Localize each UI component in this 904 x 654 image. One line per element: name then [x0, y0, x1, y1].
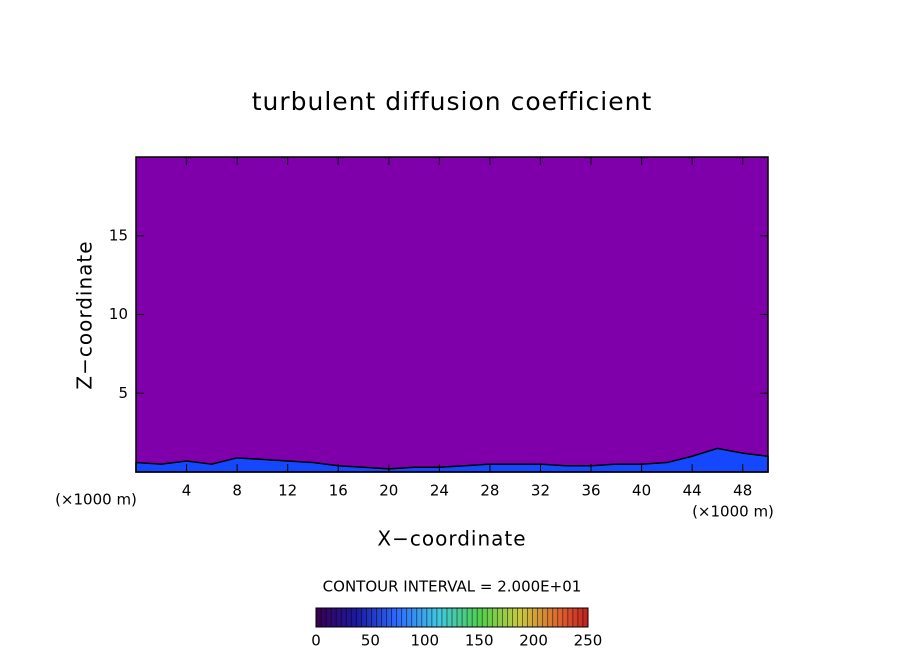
chart-title: turbulent diffusion coefficient	[252, 87, 653, 116]
x-tick-label: 20	[379, 482, 398, 500]
y-tick-label: 10	[109, 305, 128, 323]
colorbar-tick-label: 150	[465, 632, 494, 650]
x-tick-label: 8	[232, 482, 242, 500]
contour-background	[136, 157, 768, 472]
colorbar-tick-label: 250	[574, 632, 603, 650]
x-tick-label: 40	[632, 482, 651, 500]
contour-layer	[135, 447, 769, 473]
y-tick-label: 15	[109, 226, 128, 244]
x-tick-label: 44	[683, 482, 702, 500]
x-tick-label: 48	[733, 482, 752, 500]
colorbar-tick-label: 100	[410, 632, 439, 650]
y-axis-title: Z−coordinate	[73, 240, 97, 389]
x-tick-label: 36	[581, 482, 600, 500]
x-tick-label: 32	[531, 482, 550, 500]
x-tick-label: 12	[278, 482, 297, 500]
colorbar-tick-label: 0	[311, 632, 321, 650]
x-tick-label: 4	[182, 482, 192, 500]
y-tick-label: 5	[118, 384, 128, 402]
colorbar-tick-label: 200	[519, 632, 548, 650]
x-axis-title: X−coordinate	[377, 527, 526, 551]
x-tick-label: 16	[329, 482, 348, 500]
contour-interval: CONTOUR INTERVAL = 2.000E+01	[323, 578, 582, 596]
x-tick-label: 24	[430, 482, 449, 500]
x-unit-label: (×1000 m)	[692, 503, 774, 521]
x-tick-label: 28	[480, 482, 499, 500]
colorbar-tick-label: 50	[361, 632, 380, 650]
y-unit-label: (×1000 m)	[55, 491, 137, 509]
